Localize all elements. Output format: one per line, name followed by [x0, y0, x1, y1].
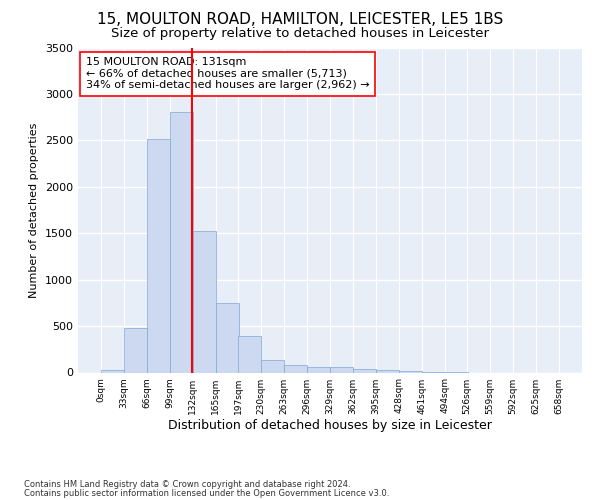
Text: Contains public sector information licensed under the Open Government Licence v3: Contains public sector information licen…	[24, 488, 389, 498]
X-axis label: Distribution of detached houses by size in Leicester: Distribution of detached houses by size …	[168, 420, 492, 432]
Bar	[238, 336, 261, 372]
Bar	[353, 369, 376, 372]
Bar	[193, 232, 216, 372]
Text: 15, MOULTON ROAD, HAMILTON, LEICESTER, LE5 1BS: 15, MOULTON ROAD, HAMILTON, LEICESTER, L…	[97, 12, 503, 28]
Text: Contains HM Land Registry data © Crown copyright and database right 2024.: Contains HM Land Registry data © Crown c…	[24, 480, 350, 489]
Bar	[330, 368, 353, 372]
Bar	[261, 360, 284, 372]
Bar	[216, 303, 239, 372]
Bar	[376, 370, 399, 372]
Bar	[284, 365, 307, 372]
Bar	[170, 112, 193, 372]
Bar	[124, 328, 147, 372]
Y-axis label: Number of detached properties: Number of detached properties	[29, 122, 40, 298]
Bar	[307, 368, 330, 372]
Text: 15 MOULTON ROAD: 131sqm
← 66% of detached houses are smaller (5,713)
34% of semi: 15 MOULTON ROAD: 131sqm ← 66% of detache…	[86, 57, 369, 90]
Text: Size of property relative to detached houses in Leicester: Size of property relative to detached ho…	[111, 28, 489, 40]
Bar	[147, 140, 170, 372]
Bar	[399, 370, 422, 372]
Bar	[101, 370, 124, 372]
